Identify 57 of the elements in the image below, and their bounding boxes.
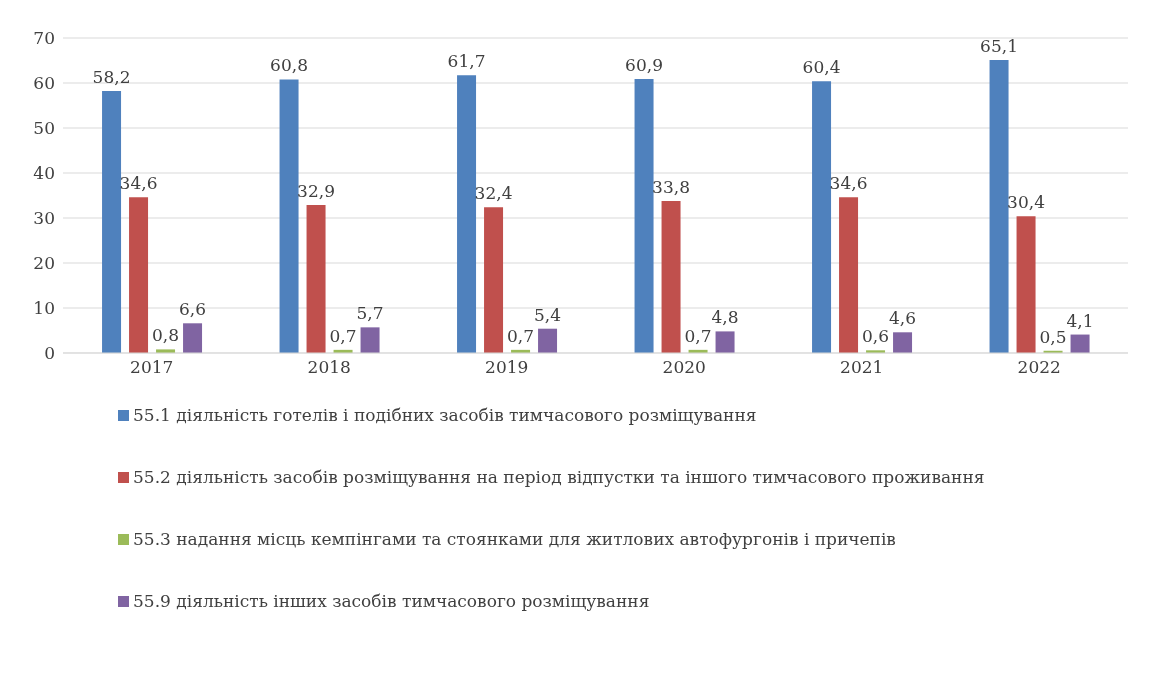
- data-label: 4,1: [1066, 310, 1094, 331]
- x-tick-label: 2019: [485, 357, 529, 378]
- y-tick-label: 20: [33, 253, 55, 274]
- bar: [538, 328, 558, 353]
- bar: [812, 81, 832, 353]
- bar: [360, 327, 380, 353]
- data-label: 33,8: [652, 176, 690, 197]
- data-label: 0,6: [862, 326, 890, 347]
- bar: [839, 197, 859, 353]
- bar: [634, 78, 654, 353]
- bar: [129, 197, 149, 353]
- data-label: 0,7: [507, 325, 535, 346]
- legend-label: 55.9 діяльність інших засобів тимчасового розміщування: [133, 590, 650, 613]
- y-tick-label: 60: [33, 73, 55, 94]
- bar: [893, 332, 913, 353]
- x-tick-label: 2022: [1017, 357, 1061, 378]
- bar: [484, 207, 504, 353]
- data-label: 30,4: [1007, 192, 1045, 213]
- legend-label: 55.1 діяльність готелів і подібних засобів тимчасового розміщування: [133, 404, 757, 427]
- x-tick-label: 2017: [130, 357, 174, 378]
- bar: [715, 331, 735, 353]
- data-label: 5,4: [534, 304, 562, 325]
- legend-label: 55.3 надання місць кемпінгами та стоянками для житлових автофургонів і причепів: [133, 528, 896, 551]
- y-tick-label: 70: [33, 28, 55, 49]
- y-tick-label: 10: [33, 298, 55, 319]
- data-label: 0,7: [684, 325, 712, 346]
- bar: [102, 91, 122, 353]
- data-label: 58,2: [92, 67, 131, 88]
- data-label: 60,9: [625, 54, 663, 75]
- bar: [306, 204, 326, 353]
- bar: [661, 200, 681, 353]
- data-label: 65,1: [980, 36, 1018, 57]
- data-label: 61,7: [447, 51, 486, 72]
- data-label: 32,9: [297, 180, 335, 201]
- bar: [989, 60, 1009, 353]
- x-tick-label: 2020: [662, 357, 706, 378]
- bar: [183, 323, 203, 353]
- data-label: 60,4: [802, 57, 841, 78]
- y-tick-label: 30: [33, 208, 55, 229]
- y-tick-label: 40: [33, 163, 55, 184]
- y-tick-label: 0: [44, 343, 55, 364]
- data-label: 60,8: [270, 55, 308, 76]
- bar: [279, 79, 299, 353]
- data-label: 4,8: [711, 307, 739, 328]
- data-label: 0,8: [152, 325, 180, 346]
- bar: [1016, 216, 1036, 353]
- data-label: 0,7: [329, 325, 357, 346]
- y-tick-label: 50: [33, 118, 55, 139]
- data-label: 6,6: [179, 299, 207, 320]
- x-tick-label: 2021: [840, 357, 884, 378]
- x-tick-label: 2018: [307, 357, 351, 378]
- data-label: 0,5: [1039, 326, 1067, 347]
- bar: [457, 75, 477, 353]
- data-label: 5,7: [356, 303, 384, 324]
- bar: [1070, 334, 1090, 353]
- legend-label: 55.2 діяльність засобів розміщування на період відпустки та іншого тимчасового проживання: [133, 466, 985, 489]
- data-label: 4,6: [889, 308, 917, 329]
